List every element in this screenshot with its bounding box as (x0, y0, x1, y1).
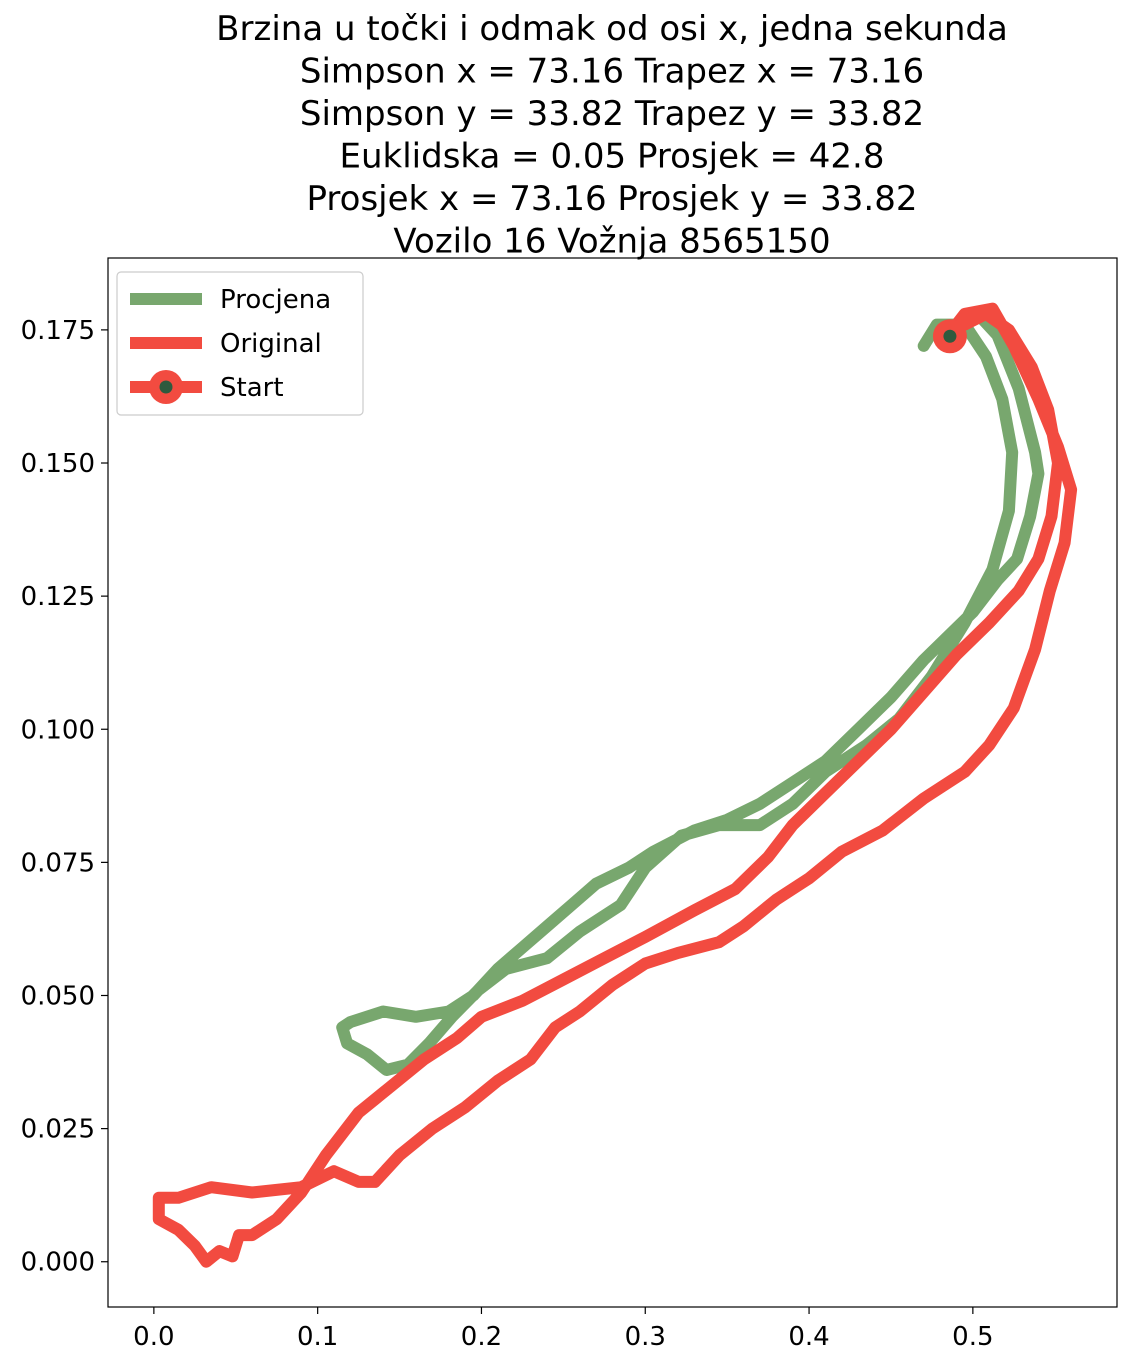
x-tick-label: 0.3 (625, 1322, 666, 1352)
legend-label-procjena: Procjena (220, 285, 331, 315)
series-layer (152, 302, 1078, 1268)
x-tick-label: 0.4 (788, 1322, 829, 1352)
plot-area (152, 302, 1078, 1268)
x-tick-label: 0.5 (952, 1322, 993, 1352)
series-line-procjena (336, 307, 1045, 1076)
title-line-1: Brzina u točki i odmak od osi x, jedna s… (216, 9, 1008, 49)
y-tick-label: 0.050 (21, 981, 95, 1011)
chart-title: Brzina u točki i odmak od osi x, jedna s… (216, 9, 1008, 262)
legend: Procjena Original Start (116, 271, 364, 416)
plot-frame (107, 257, 1118, 1308)
title-line-4: Euklidska = 0.05 Prosjek = 42.8 (340, 137, 885, 177)
series-line-original (152, 302, 1078, 1268)
x-tick-label: 0.2 (461, 1322, 502, 1352)
x-tick-label: 0.1 (297, 1322, 338, 1352)
x-axis: 0.0 0.1 0.2 0.3 0.4 0.5 (133, 1307, 994, 1352)
y-tick-label: 0.075 (21, 848, 95, 878)
title-line-2: Simpson x = 73.16 Trapez x = 73.16 (300, 52, 924, 92)
y-tick-label: 0.175 (21, 316, 95, 346)
title-line-3: Simpson y = 33.82 Trapez y = 33.82 (300, 94, 924, 134)
title-line-6: Vozilo 16 Vožnja 8565150 (393, 222, 830, 262)
y-tick-label: 0.125 (21, 582, 95, 612)
y-tick-label: 0.000 (21, 1248, 95, 1278)
start-marker-dot (943, 329, 957, 343)
y-tick-label: 0.100 (21, 715, 95, 745)
y-tick-label: 0.150 (21, 449, 95, 479)
legend-start-dot (159, 380, 173, 394)
y-axis: 0.000 0.025 0.050 0.075 0.100 0.125 0.150 0.175 (21, 316, 108, 1278)
legend-label-start: Start (220, 373, 284, 403)
x-tick-label: 0.0 (133, 1322, 174, 1352)
y-tick-label: 0.025 (21, 1115, 95, 1145)
title-line-5: Prosjek x = 73.16 Prosjek y = 33.82 (307, 179, 918, 219)
legend-label-original: Original (220, 329, 322, 359)
